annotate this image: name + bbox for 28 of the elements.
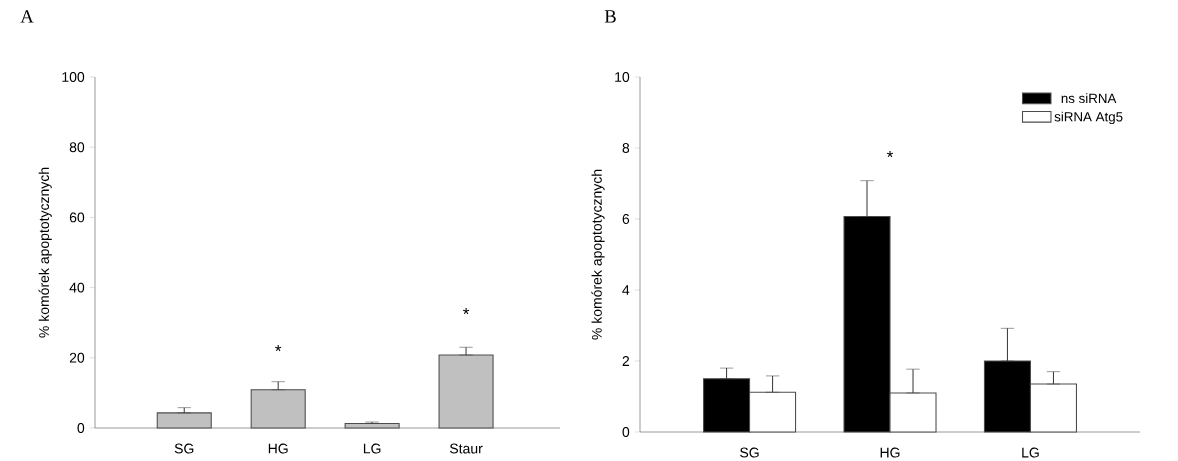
legend-label: siRNA Atg5 xyxy=(1054,111,1123,125)
y-tick-label: 8 xyxy=(622,143,630,153)
annotation: * xyxy=(275,345,282,352)
y-tick-label: 80 xyxy=(69,142,85,153)
x-tick-label: SG xyxy=(174,443,194,454)
y-tick-label: 20 xyxy=(69,352,85,363)
y-tick-label: 2 xyxy=(622,356,630,366)
y-axis-title: % komórek apoptotycznych xyxy=(591,169,605,340)
x-tick-label: LG xyxy=(363,443,381,454)
y-tick-label: 60 xyxy=(69,212,85,223)
chart-title: A xyxy=(20,10,34,23)
x-tick-label: HG xyxy=(268,443,288,454)
y-tick-label: 4 xyxy=(622,285,630,295)
legend-label: ns siRNA xyxy=(1061,93,1117,104)
y-tick-label: 0 xyxy=(622,427,630,437)
x-tick-label: SG xyxy=(740,447,759,458)
x-tick-label: HG xyxy=(880,447,900,458)
y-tick-label: 40 xyxy=(69,282,85,293)
x-tick-label: LG xyxy=(1022,447,1039,458)
annotation: * xyxy=(462,308,470,315)
y-tick-label: 0 xyxy=(77,423,85,433)
annotation: * xyxy=(886,151,894,158)
y-axis-title: % komórek apoptotycznych xyxy=(38,167,52,338)
y-tick-label: 100 xyxy=(62,72,85,82)
y-tick-label: 10 xyxy=(615,72,630,82)
y-tick-label: 6 xyxy=(622,214,630,224)
chart-title: B xyxy=(604,10,616,23)
x-tick-label: Staur xyxy=(449,443,483,454)
